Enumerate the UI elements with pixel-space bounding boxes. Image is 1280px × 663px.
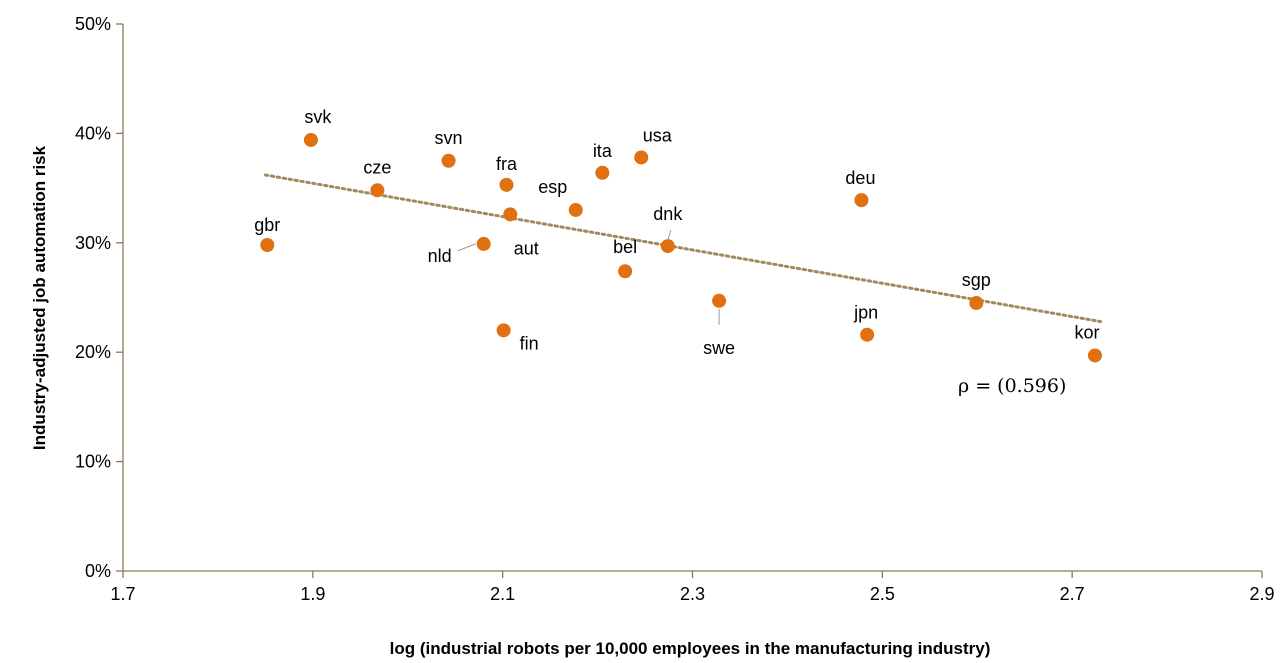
trendline-group: [263, 173, 1103, 324]
data-point-sgp: [969, 295, 984, 310]
data-point-deu: [854, 193, 869, 208]
x-tick-label: 2.1: [490, 584, 515, 604]
data-point-aut: [503, 207, 518, 222]
data-label-esp: esp: [538, 177, 567, 197]
data-label-jpn: jpn: [853, 303, 878, 323]
leader-line-dnk: [667, 229, 672, 241]
data-label-sgp: sgp: [962, 270, 991, 290]
x-tick-label: 2.7: [1060, 584, 1085, 604]
data-label-gbr: gbr: [254, 215, 280, 235]
data-point-bel: [618, 264, 633, 279]
x-tick-label: 1.9: [300, 584, 325, 604]
data-point-ita: [595, 165, 610, 180]
x-tick-label: 1.7: [110, 584, 135, 604]
data-label-fin: fin: [520, 333, 539, 353]
data-label-bel: bel: [613, 237, 637, 257]
data-point-jpn: [860, 327, 875, 342]
y-tick-label: 10%: [75, 452, 111, 472]
data-point-fin: [496, 323, 511, 338]
data-point-svk: [303, 132, 318, 147]
y-tick-label: 50%: [75, 14, 111, 34]
point-labels: gbr svk cze svn nld fin fra aut esp ita bel usa dnk s…: [254, 107, 1099, 358]
data-label-nld: nld: [428, 246, 452, 266]
data-label-svn: svn: [435, 128, 463, 148]
y-tick-label: 0%: [85, 561, 111, 581]
data-point-kor: [1087, 348, 1102, 363]
data-label-aut: aut: [514, 238, 539, 258]
data-label-ita: ita: [593, 141, 613, 161]
leader-line-nld: [457, 243, 476, 252]
trendline: [263, 173, 1103, 324]
data-points: [260, 132, 1102, 363]
y-tick-label: 20%: [75, 342, 111, 362]
data-label-swe: swe: [703, 338, 735, 358]
data-point-dnk: [660, 239, 675, 254]
y-tick-label: 40%: [75, 123, 111, 143]
data-point-svn: [441, 153, 456, 168]
data-label-usa: usa: [643, 125, 673, 145]
data-label-dnk: dnk: [653, 204, 683, 224]
data-label-kor: kor: [1074, 322, 1099, 342]
data-point-nld: [476, 236, 491, 251]
data-point-fra: [499, 177, 514, 192]
x-tick-label: 2.9: [1249, 584, 1274, 604]
data-point-swe: [712, 293, 727, 308]
x-tick-label: 2.5: [870, 584, 895, 604]
data-point-usa: [634, 150, 649, 165]
axes: 0% 10% 20% 30% 40% 50% 1.7 1.9 2.1 2.3 2.5 2.7 2.9: [75, 14, 1275, 604]
data-point-cze: [370, 183, 385, 198]
data-label-deu: deu: [845, 168, 875, 188]
data-label-cze: cze: [363, 157, 391, 177]
data-point-gbr: [260, 237, 275, 252]
y-axis-title: Industry-adjusted job automation risk: [30, 145, 49, 450]
y-tick-label: 30%: [75, 233, 111, 253]
x-tick-label: 2.3: [680, 584, 705, 604]
data-label-svk: svk: [304, 107, 332, 127]
data-label-fra: fra: [496, 154, 518, 174]
correlation-annotation: ρ = (0.596): [958, 375, 1066, 397]
data-point-esp: [568, 202, 583, 217]
x-axis-title: log (industrial robots per 10,000 employ…: [390, 639, 991, 658]
